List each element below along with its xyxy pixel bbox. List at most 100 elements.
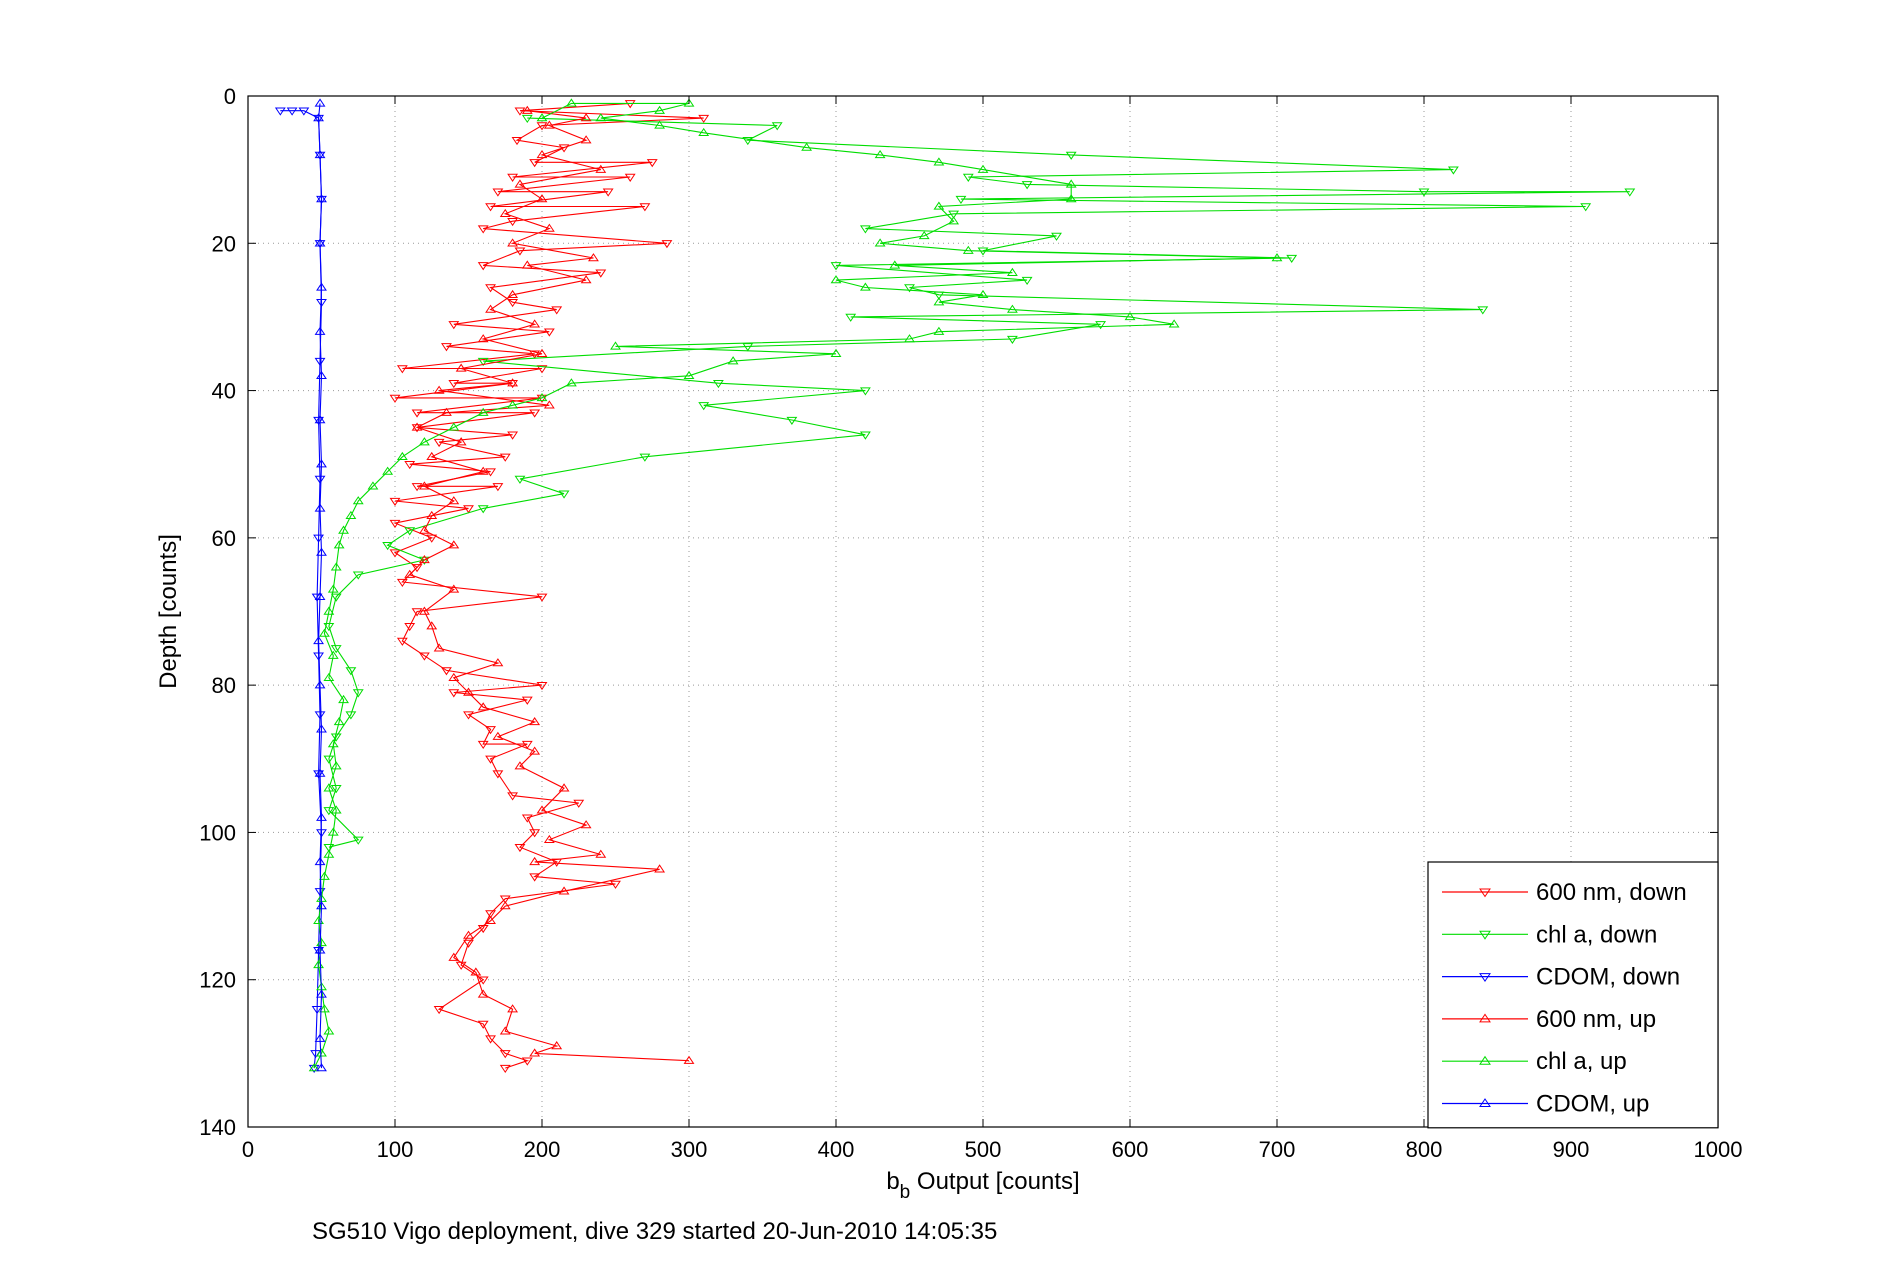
data-point: [314, 768, 326, 777]
data-point: [536, 113, 548, 122]
data-point: [1065, 179, 1077, 188]
data-point: [514, 107, 526, 116]
data-point: [316, 547, 327, 556]
data-point: [463, 687, 474, 696]
data-point: [507, 238, 519, 247]
data-point: [448, 540, 460, 549]
legend-marker: [1479, 973, 1491, 983]
data-point: [396, 637, 408, 646]
data-point: [595, 164, 607, 173]
data-point: [786, 416, 798, 425]
data-point: [536, 122, 548, 131]
data-point: [499, 901, 511, 910]
data-point: [314, 945, 326, 954]
data-point: [580, 275, 592, 284]
legend-marker: [1479, 888, 1491, 898]
data-point: [314, 326, 326, 335]
data-point: [418, 481, 430, 490]
data-point: [536, 392, 548, 402]
data-point: [499, 895, 511, 904]
data-point: [499, 1050, 511, 1059]
data-point: [654, 105, 666, 114]
data-point: [565, 98, 577, 107]
data-point: [441, 667, 452, 676]
data-point: [319, 1004, 330, 1013]
data-point: [492, 731, 504, 740]
x-axis-label-subscript: b: [900, 1182, 911, 1203]
x-tick-label: 700: [1259, 1137, 1296, 1162]
data-point: [345, 667, 357, 676]
data-point: [327, 584, 339, 593]
data-point: [404, 623, 416, 632]
data-point: [330, 645, 342, 654]
data-point: [595, 113, 607, 122]
data-point: [661, 240, 673, 249]
data-point: [426, 510, 438, 519]
data-point: [448, 422, 460, 431]
data-point: [529, 409, 541, 418]
data-point: [448, 689, 460, 698]
data-point: [323, 849, 335, 858]
data-point: [314, 711, 326, 720]
data-point: [382, 542, 394, 551]
data-point: [426, 621, 438, 630]
data-point: [1168, 319, 1180, 328]
series-cdom-down: [274, 107, 327, 1074]
data-point: [463, 939, 474, 948]
data-point: [316, 724, 327, 733]
data-point: [470, 967, 482, 976]
y-tick-label: 120: [199, 968, 236, 993]
data-point: [529, 856, 541, 866]
data-point: [529, 746, 541, 755]
data-point: [345, 711, 357, 720]
data-point: [529, 159, 541, 168]
data-point: [345, 510, 357, 519]
data-point: [316, 1048, 327, 1057]
data-point: [521, 114, 533, 124]
data-point: [426, 534, 438, 543]
data-point: [624, 100, 636, 109]
data-point: [529, 1048, 541, 1057]
data-point: [311, 593, 323, 602]
data-point: [314, 856, 326, 866]
data-point: [411, 483, 423, 492]
data-point: [316, 459, 327, 468]
data-point: [485, 726, 496, 735]
data-point: [904, 334, 915, 343]
data-point: [521, 260, 533, 269]
data-point: [1006, 335, 1018, 344]
data-point: [448, 496, 460, 505]
data-point: [330, 805, 342, 814]
data-point: [411, 409, 423, 418]
data-point: [1006, 267, 1018, 276]
data-point: [1124, 311, 1136, 321]
series-chl-a-up: [308, 98, 1283, 1072]
data-point: [962, 173, 974, 182]
data-point: [962, 245, 974, 254]
data-point: [485, 1035, 496, 1044]
data-point: [411, 422, 423, 431]
data-point: [448, 952, 460, 961]
data-point: [1624, 188, 1636, 197]
data-point: [830, 275, 842, 284]
data-point: [507, 289, 519, 299]
data-point: [543, 400, 555, 409]
series-line: [318, 103, 323, 1069]
x-tick-label: 400: [818, 1137, 855, 1162]
data-point: [448, 380, 460, 389]
data-point: [323, 1026, 335, 1035]
data-point: [426, 451, 438, 461]
data-point: [333, 717, 345, 726]
data-point: [477, 505, 489, 514]
data-point: [1095, 321, 1107, 330]
series-line: [393, 102, 704, 1069]
data-point: [543, 328, 555, 337]
data-point: [874, 238, 886, 247]
series-600-nm-down: [389, 100, 710, 1074]
axis-ticks: 0 100 200 300 400 500 600 700 800 900 1000 0 20 40 60 8…: [199, 84, 1742, 1162]
data-point: [352, 836, 364, 845]
data-point: [654, 120, 666, 129]
data-point: [514, 475, 526, 484]
series-line: [408, 110, 690, 1062]
data-point: [314, 357, 326, 367]
